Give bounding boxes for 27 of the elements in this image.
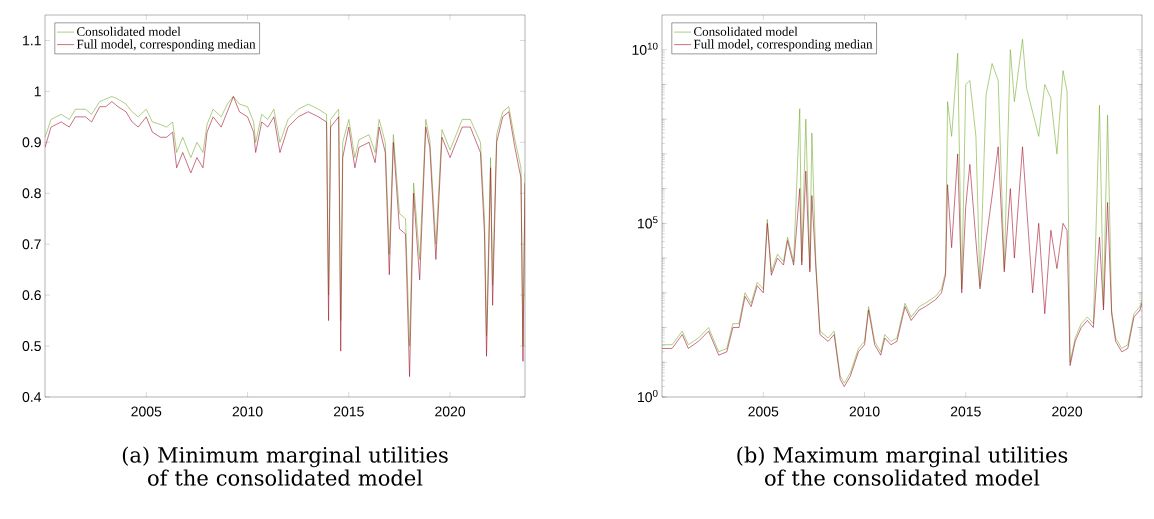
- legend-label: Consolidated model: [77, 26, 181, 36]
- y-tick-label: 10$^{10}$: [632, 42, 658, 55]
- line-series: [662, 38, 1142, 384]
- legend-label: Full model, corresponding median: [76, 39, 256, 52]
- y-tick-label: 0.7: [22, 239, 41, 250]
- x-tick-label: 2010: [232, 406, 263, 417]
- x-tick-label: 2020: [1052, 406, 1083, 417]
- y-tick-label: 0.9: [22, 137, 41, 148]
- legend-label: Full model, corresponding median: [693, 39, 873, 52]
- y-tick-label: 10$^{0}$: [638, 389, 658, 403]
- x-tick-label: 2005: [131, 406, 162, 417]
- y-tick-label: 1.1: [23, 35, 41, 46]
- y-tick-label: 0.5: [22, 341, 41, 352]
- line-series: [662, 146, 1142, 387]
- text: (b) Maximum marginal utilities of the consolidated model: [737, 446, 1068, 486]
- x-tick-label: 2005: [748, 406, 779, 417]
- y-tick-label: 10$^{5}$: [638, 216, 658, 229]
- y-tick-label: 0.6: [22, 290, 41, 301]
- x-tick-label: 2015: [950, 406, 981, 417]
- legend-label: Consolidated model: [694, 26, 798, 36]
- y-tick-label: 1: [34, 86, 41, 97]
- x-tick-label: 2010: [849, 406, 880, 417]
- x-tick-label: 2015: [333, 406, 364, 417]
- y-tick-label: 0.8: [22, 188, 41, 199]
- text: (a) Minimum marginal utilities of the consolidated model: [122, 446, 448, 486]
- y-tick-label: 0.4: [22, 392, 42, 402]
- x-tick-label: 2020: [435, 406, 466, 417]
